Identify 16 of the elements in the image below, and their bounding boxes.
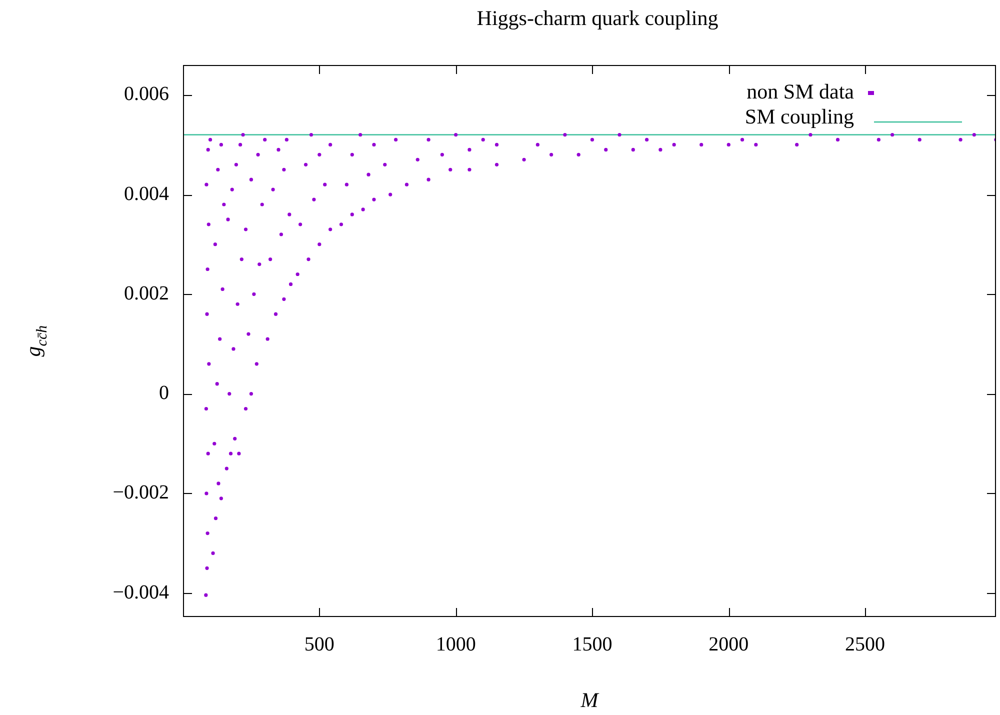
x-tick-label: 2500 xyxy=(845,633,886,656)
chart-title: Higgs-charm quark coupling xyxy=(476,6,719,30)
y-tick-label: 0.004 xyxy=(124,182,169,205)
legend-label: non SM data xyxy=(746,80,855,104)
y-tick-label: −0.002 xyxy=(112,482,169,504)
y-tick-label: 0.006 xyxy=(124,83,169,106)
x-axis-title: M xyxy=(580,688,600,712)
x-tick-label: 2000 xyxy=(708,633,749,656)
y-tick-label: 0.002 xyxy=(124,282,169,304)
y-tick-label: 0 xyxy=(159,382,169,404)
y-tick-label: −0.004 xyxy=(112,581,169,604)
x-tick-label: 1000 xyxy=(436,633,476,656)
legend-label: SM coupling xyxy=(744,104,854,129)
x-tick-label: 500 xyxy=(304,633,334,656)
x-tick-label: 1500 xyxy=(572,633,612,656)
y-axis-title: gcc̄h xyxy=(21,325,50,357)
